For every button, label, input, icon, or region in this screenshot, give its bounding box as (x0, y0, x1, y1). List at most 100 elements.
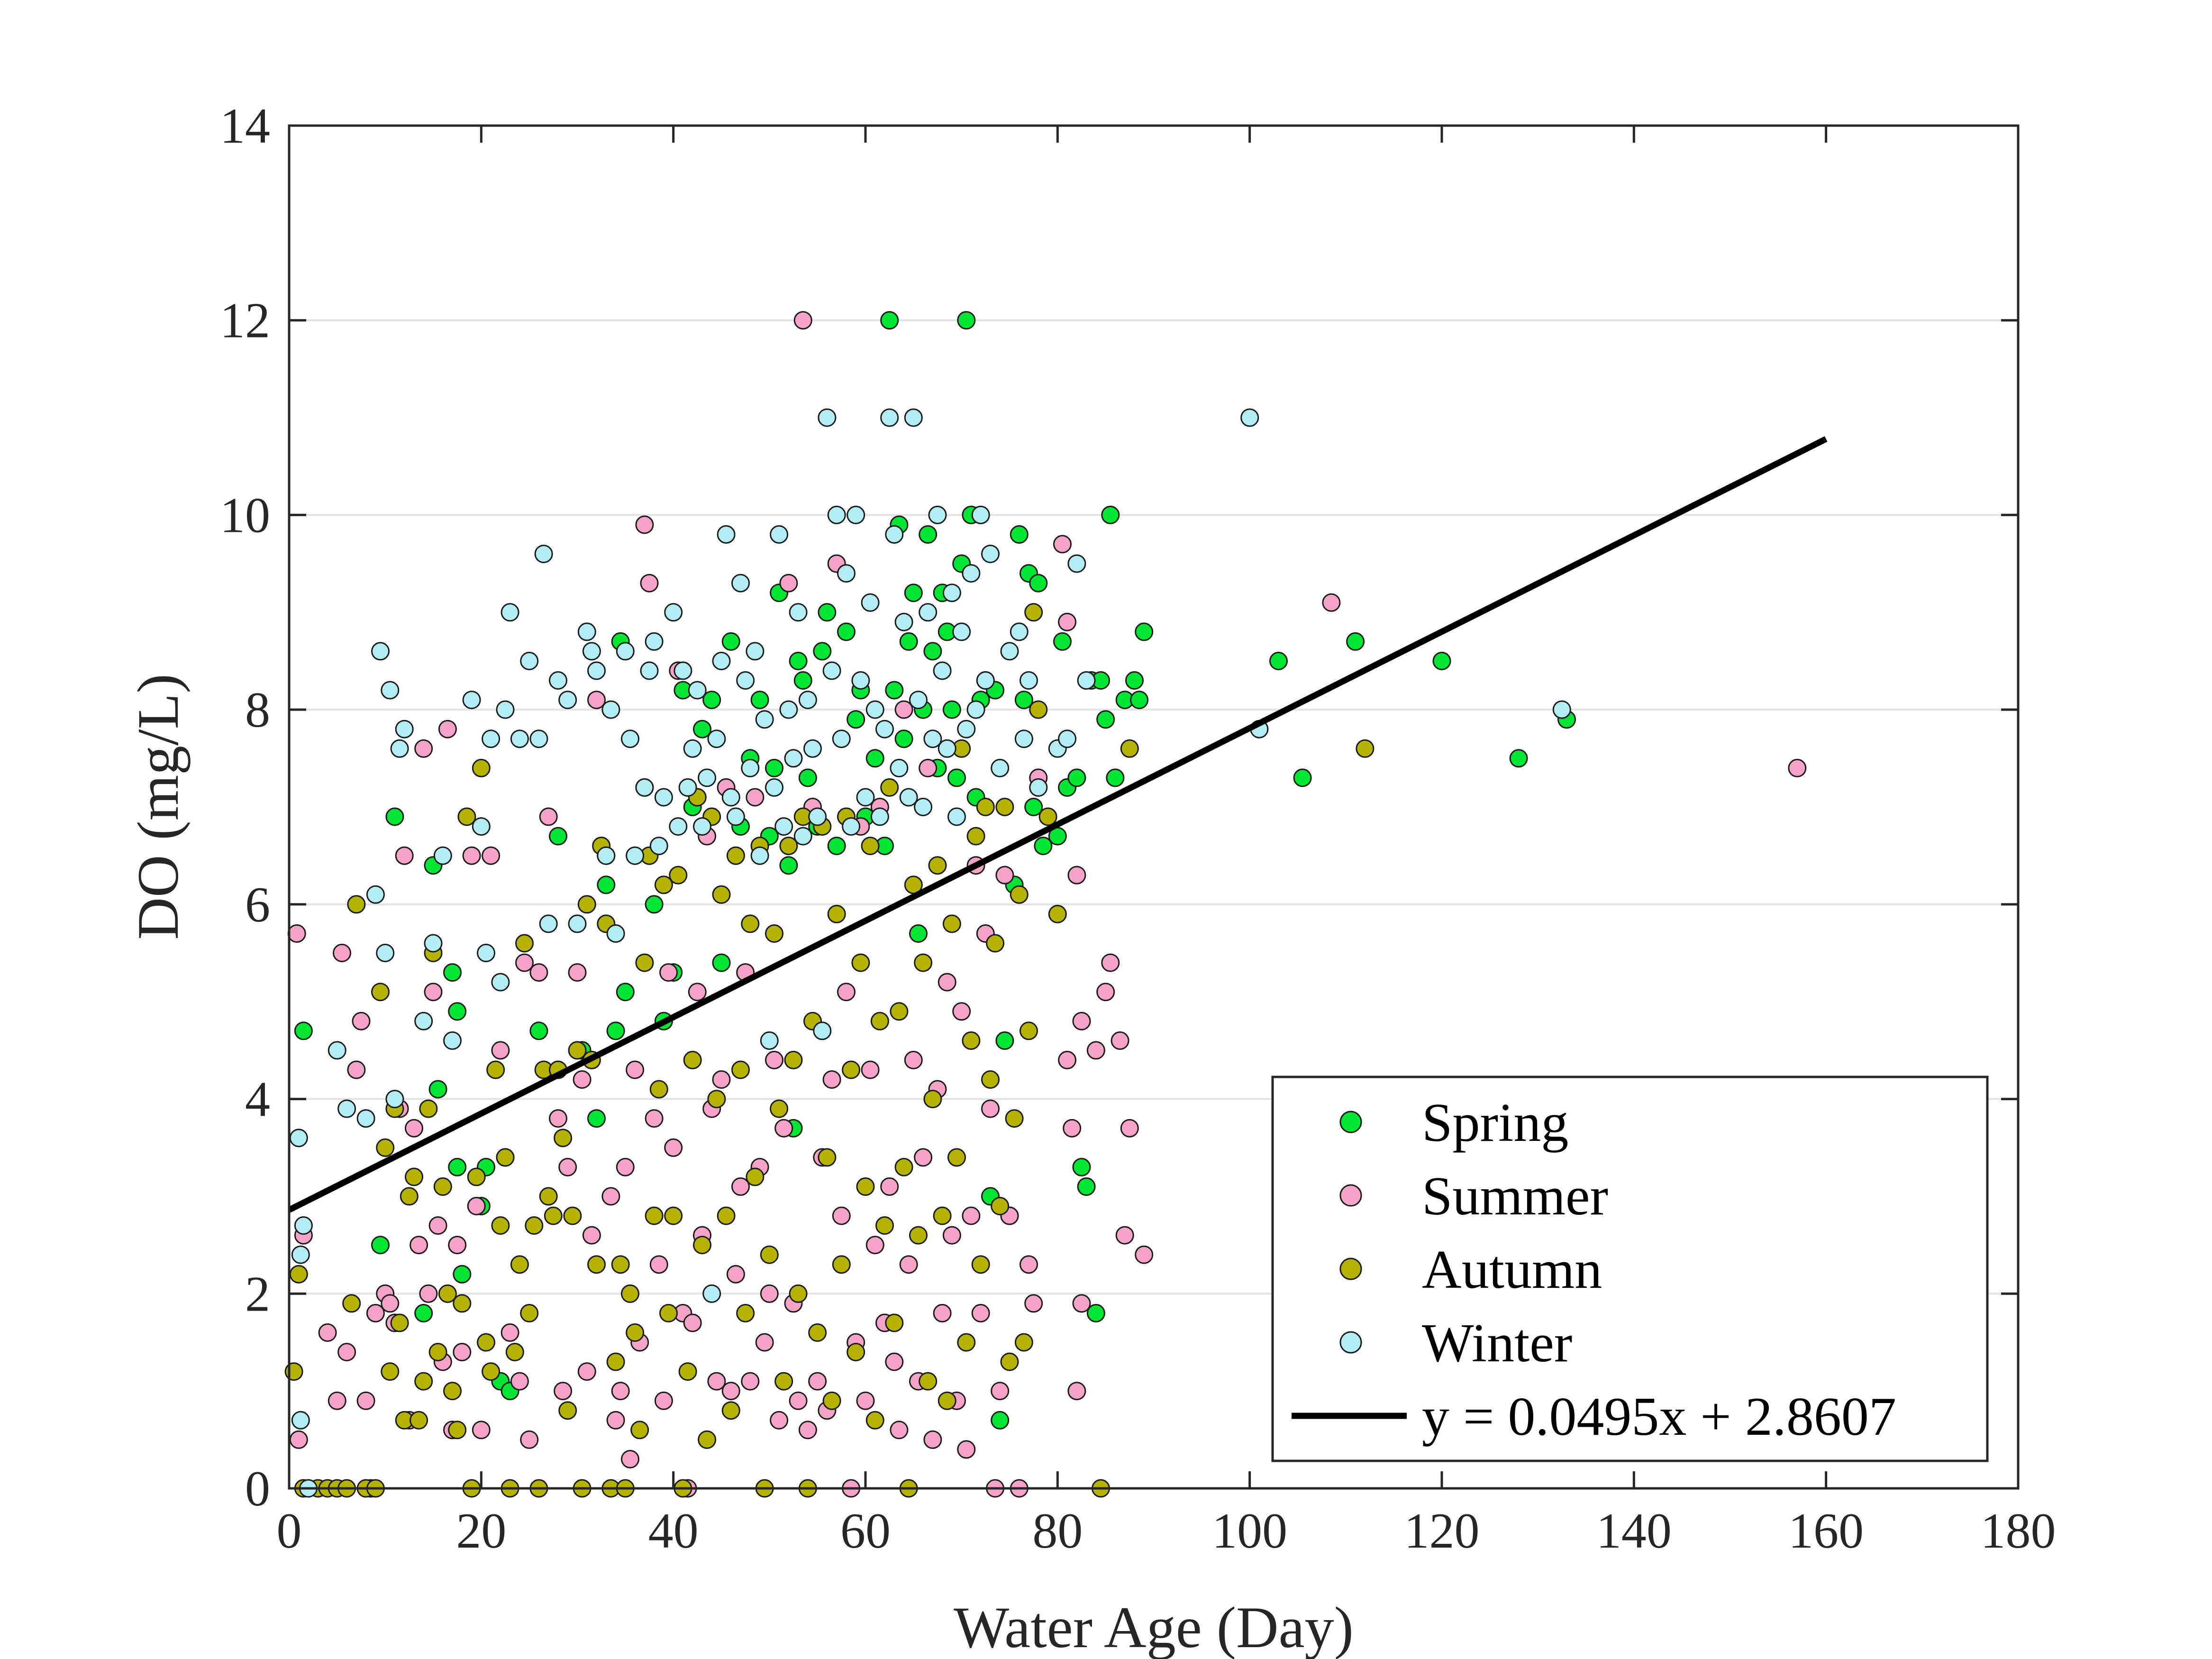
point-winter (847, 505, 865, 524)
point-spring (428, 1080, 447, 1099)
point-summer (770, 1411, 789, 1430)
point-winter (952, 622, 971, 641)
point-summer (755, 1333, 774, 1352)
point-spring (385, 807, 404, 826)
point-winter (1067, 554, 1086, 573)
point-autumn (419, 1099, 438, 1118)
point-summer (577, 1362, 596, 1381)
point-winter (649, 837, 668, 856)
point-autumn (1120, 739, 1139, 758)
point-winter (942, 583, 961, 602)
point-winter (294, 1216, 313, 1235)
point-autumn (991, 1197, 1010, 1215)
point-autumn (347, 895, 366, 914)
point-winter (750, 846, 769, 865)
point-spring (865, 749, 884, 768)
point-summer (822, 1070, 841, 1089)
point-summer (405, 1119, 423, 1138)
point-summer (347, 1060, 366, 1079)
point-spring (957, 311, 976, 330)
point-autumn (880, 778, 899, 797)
point-winter (880, 408, 899, 427)
point-autumn (683, 1050, 702, 1069)
point-autumn (520, 1304, 539, 1322)
point-autumn (717, 1206, 736, 1225)
point-autumn (376, 1138, 395, 1157)
point-winter (577, 622, 596, 641)
point-summer (529, 963, 548, 982)
point-summer (721, 1382, 740, 1401)
point-summer (971, 1304, 990, 1322)
x-tick-label: 20 (456, 1503, 506, 1559)
point-spring (798, 768, 817, 787)
point-winter (366, 885, 385, 904)
point-winter (784, 749, 803, 768)
point-summer (520, 1430, 539, 1449)
point-summer (654, 1391, 673, 1410)
point-autumn (746, 1167, 765, 1186)
point-summer (472, 1421, 491, 1440)
point-winter (693, 817, 711, 836)
point-spring (1067, 768, 1086, 787)
point-winter (289, 1129, 308, 1148)
point-autumn (770, 1099, 789, 1118)
point-winter (688, 681, 707, 700)
point-autumn (827, 904, 846, 923)
point-winter (683, 739, 702, 758)
point-summer (1058, 1050, 1077, 1069)
point-spring (616, 983, 635, 1002)
point-winter (731, 574, 750, 592)
point-summer (726, 1265, 745, 1284)
point-autumn (438, 1284, 457, 1303)
point-summer (424, 983, 443, 1002)
point-winter (702, 1284, 721, 1303)
point-summer (635, 515, 654, 534)
x-tick-label: 0 (277, 1503, 302, 1559)
y-axis-title: DO (mg/L) (126, 674, 191, 939)
point-winter (472, 817, 491, 836)
point-autumn (457, 807, 476, 826)
point-autumn (962, 1031, 981, 1050)
point-autumn (558, 1401, 577, 1420)
point-autumn (1020, 1021, 1038, 1040)
point-winter (356, 1109, 375, 1128)
point-winter (654, 788, 673, 807)
point-winter (616, 642, 635, 661)
point-autumn (1024, 603, 1043, 622)
y-tick-label: 8 (245, 682, 270, 738)
series-winter (289, 408, 1571, 1498)
point-autumn (851, 953, 870, 972)
point-winter (842, 817, 861, 836)
point-autumn (626, 1323, 645, 1342)
point-spring (1269, 652, 1288, 670)
point-autumn (664, 1206, 683, 1225)
point-winter (746, 642, 765, 661)
point-autumn (515, 934, 534, 953)
point-summer (453, 1343, 472, 1361)
point-winter (510, 729, 529, 748)
point-autumn (381, 1362, 400, 1381)
point-summer (337, 1343, 356, 1361)
legend-label-trendline: y = 0.0495x + 2.8607 (1422, 1386, 1896, 1447)
point-summer (1096, 983, 1115, 1002)
point-autumn (741, 914, 760, 933)
point-summer (1053, 535, 1072, 554)
x-tick-label: 180 (1981, 1503, 2056, 1559)
point-spring (693, 720, 711, 738)
point-winter (640, 661, 659, 680)
y-tick-label: 2 (245, 1266, 270, 1322)
point-winter (501, 603, 519, 622)
point-spring (1053, 632, 1072, 651)
point-autumn (1010, 885, 1029, 904)
point-spring (721, 632, 740, 651)
point-winter (894, 612, 913, 631)
point-spring (1101, 505, 1120, 524)
point-autumn (510, 1255, 529, 1274)
point-autumn (428, 1343, 447, 1361)
point-summer (890, 1421, 909, 1440)
trendline-layer (288, 436, 1828, 1213)
point-spring (779, 856, 798, 875)
point-autumn (779, 837, 798, 856)
point-spring (597, 875, 616, 894)
point-winter (291, 1411, 310, 1430)
